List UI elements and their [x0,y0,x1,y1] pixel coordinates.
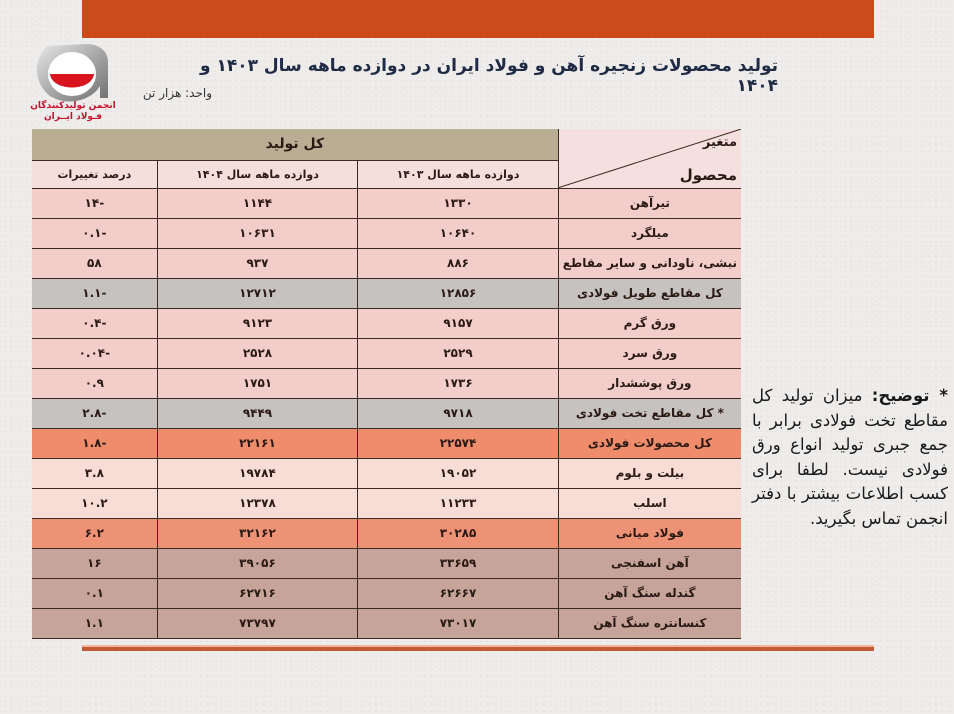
value-1403: ۳۳۶۵۹ [357,548,559,579]
value-1404: ۳۹۰۵۶ [156,548,358,579]
table-row: کل محصولات فولادی ۲۲۵۷۴ ۲۲۱۶۱ -۱.۸ [32,428,741,459]
value-1403: ۱۷۳۶ [357,368,559,399]
product-name: ورق گرم [557,308,741,339]
product-name: کل مقاطع طویل فولادی [557,278,741,309]
value-1404: ۲۲۱۶۱ [156,428,358,459]
value-1404: ۷۳۷۹۷ [156,608,358,639]
table-row: کنسانتره سنگ آهن ۷۳۰۱۷ ۷۳۷۹۷ ۱.۱ [32,608,741,639]
table-row: نبشی، ناودانی و سایر مقاطع ۸۸۶ ۹۳۷ ۵۸ [32,248,741,279]
production-table: متغیر محصول کل تولید دوازده ماهه سال ۱۴۰… [32,129,741,639]
logo-text: انجمن تولیدکنندگان فـولاد ایــران [26,101,120,123]
value-1404: ۱۹۷۸۴ [156,458,358,489]
header-col-change: درصد تغییرات [32,160,158,189]
value-1403: ۱۲۸۵۶ [357,278,559,309]
value-1403: ۱۰۶۴۰ [357,218,559,249]
percent-change: ۱۶ [32,548,158,579]
table-row: کل مقاطع طویل فولادی ۱۲۸۵۶ ۱۲۷۱۲ -۱.۱ [32,278,741,309]
product-name: آهن اسفنجی [557,548,741,579]
footnote-text: میزان تولید کل مقاطع تخت فولادی برابر با… [752,386,948,528]
value-1404: ۱۲۷۱۲ [156,278,358,309]
percent-change: -۰.۴ [32,308,158,339]
table-row: ورق گرم ۹۱۵۷ ۹۱۲۳ -۰.۴ [32,308,741,339]
percent-change: -۲.۸ [32,398,158,429]
bottom-divider-highlight [82,645,874,647]
percent-change: -۰.۰۴ [32,338,158,369]
product-name: گندله سنگ آهن [557,578,741,609]
table-row: گندله سنگ آهن ۶۲۶۶۷ ۶۲۷۱۶ ۰.۱ [32,578,741,609]
percent-change: -۱.۸ [32,428,158,459]
value-1403: ۱۹۰۵۲ [357,458,559,489]
value-1403: ۹۱۵۷ [357,308,559,339]
percent-change: ۰.۱ [32,578,158,609]
value-1404: ۹۳۷ [156,248,358,279]
footnote-label: * توضیح: [871,386,948,405]
bottom-divider [82,647,874,651]
diagonal-divider-icon [558,129,741,188]
header-total-production: کل تولید [32,129,559,161]
value-1404: ۹۱۲۳ [156,308,358,339]
product-name: کنسانتره سنگ آهن [557,608,741,639]
product-name: کل محصولات فولادی [557,428,741,459]
table-row: آهن اسفنجی ۳۳۶۵۹ ۳۹۰۵۶ ۱۶ [32,548,741,579]
product-name: ورق سرد [557,338,741,369]
product-name: نبشی، ناودانی و سایر مقاطع [557,248,741,279]
header-corner-cell: متغیر محصول [557,129,741,189]
association-logo [28,42,118,128]
product-name: میلگرد [557,218,741,249]
table-row: اسلب ۱۱۲۳۳ ۱۲۳۷۸ ۱۰.۲ [32,488,741,519]
value-1404: ۶۲۷۱۶ [156,578,358,609]
product-name: تیرآهن [557,188,741,219]
value-1404: ۱۱۴۴ [156,188,358,219]
value-1403: ۶۲۶۶۷ [357,578,559,609]
percent-change: ۱۰.۲ [32,488,158,519]
value-1403: ۸۸۶ [357,248,559,279]
page-title: تولید محصولات زنجیره آهن و فولاد ایران د… [199,56,778,96]
table-row: ورق سرد ۲۵۲۹ ۲۵۲۸ -۰.۰۴ [32,338,741,369]
percent-change: ۵۸ [32,248,158,279]
table-row: ورق پوششدار ۱۷۳۶ ۱۷۵۱ ۰.۹ [32,368,741,399]
table-row: تیرآهن ۱۳۳۰ ۱۱۴۴ -۱۴ [32,188,741,219]
value-1404: ۱۷۵۱ [156,368,358,399]
table-row: * کل مقاطع تخت فولادی ۹۷۱۸ ۹۴۴۹ -۲.۸ [32,398,741,429]
value-1404: ۱۰۶۳۱ [156,218,358,249]
value-1403: ۷۳۰۱۷ [357,608,559,639]
product-name: فولاد میانی [557,518,741,549]
header-col-1404: دوازده ماهه سال ۱۴۰۴ [156,160,358,189]
value-1403: ۲۲۵۷۴ [357,428,559,459]
value-1404: ۲۵۲۸ [156,338,358,369]
logo-line-2: فـولاد ایــران [43,112,103,122]
header-col-1403: دوازده ماهه سال ۱۴۰۳ [357,160,559,189]
product-name: اسلب [557,488,741,519]
percent-change: -۱۴ [32,188,158,219]
product-name: * کل مقاطع تخت فولادی [557,398,741,429]
value-1403: ۱۳۳۰ [357,188,559,219]
percent-change: ۶.۲ [32,518,158,549]
product-name: بیلت و بلوم [557,458,741,489]
percent-change: ۱.۱ [32,608,158,639]
header-product-label: محصول [679,165,737,184]
header-variable-label: متغیر [702,135,737,150]
table-row: بیلت و بلوم ۱۹۰۵۲ ۱۹۷۸۴ ۳.۸ [32,458,741,489]
footnote: * توضیح: میزان تولید کل مقاطع تخت فولادی… [752,384,948,531]
percent-change: ۳.۸ [32,458,158,489]
logo-line-1: انجمن تولیدکنندگان [30,101,116,111]
value-1403: ۲۵۲۹ [357,338,559,369]
value-1404: ۱۲۳۷۸ [156,488,358,519]
top-accent-bar [82,0,874,38]
percent-change: -۱.۱ [32,278,158,309]
value-1404: ۹۴۴۹ [156,398,358,429]
percent-change: ۰.۹ [32,368,158,399]
table-row: فولاد میانی ۳۰۲۸۵ ۳۲۱۶۲ ۶.۲ [32,518,741,549]
value-1404: ۳۲۱۶۲ [156,518,358,549]
product-name: ورق پوششدار [557,368,741,399]
table-row: میلگرد ۱۰۶۴۰ ۱۰۶۳۱ -۰.۱ [32,218,741,249]
percent-change: -۰.۱ [32,218,158,249]
logo-emblem-icon [37,44,108,102]
value-1403: ۱۱۲۳۳ [357,488,559,519]
unit-label: واحد: هزار تن [142,86,212,100]
value-1403: ۹۷۱۸ [357,398,559,429]
value-1403: ۳۰۲۸۵ [357,518,559,549]
